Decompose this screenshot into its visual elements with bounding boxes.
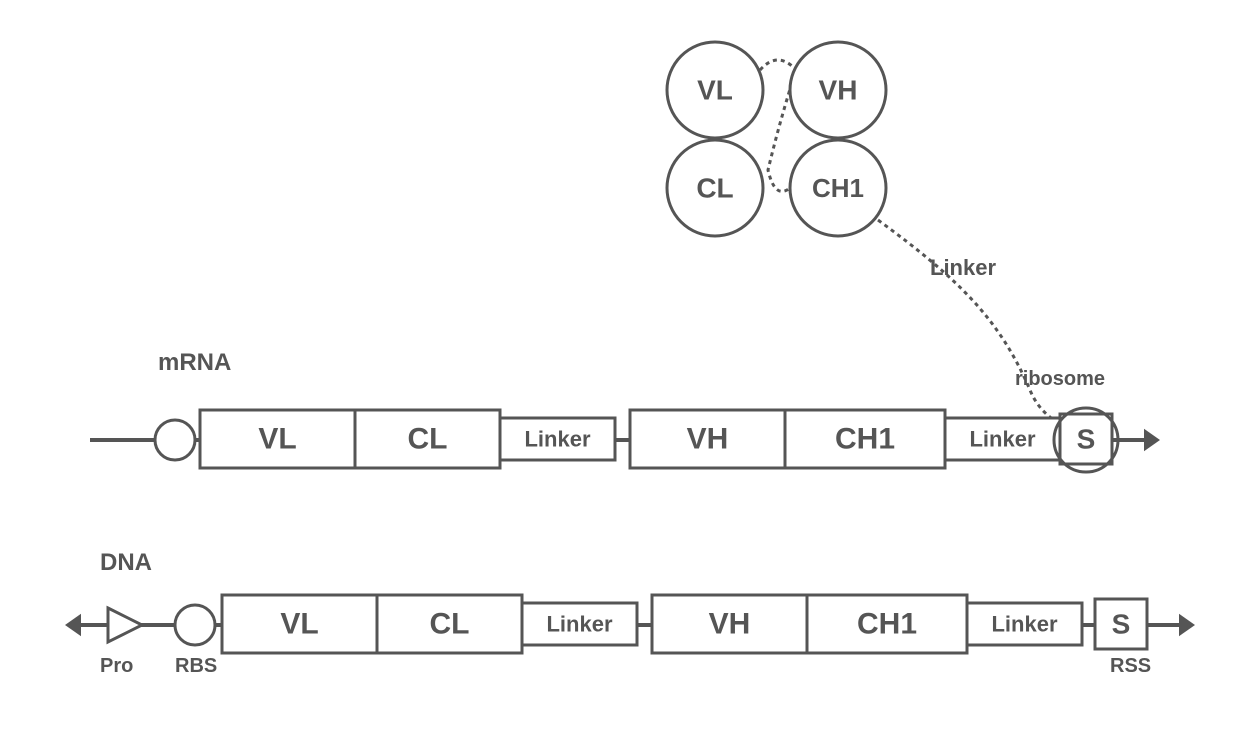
dna-box-s: S xyxy=(1095,599,1147,649)
complex-label-vl: VL xyxy=(697,75,733,106)
complex-label-vh: VH xyxy=(819,75,858,106)
complex-label-cl: CL xyxy=(696,173,733,204)
complex-circle-ch1: CH1 xyxy=(790,140,886,236)
mrna-box-label-linker1: Linker xyxy=(524,427,590,452)
mrna-box-vl: VL xyxy=(200,410,355,468)
dna-rbs-label: RBS xyxy=(175,655,217,677)
mrna-box-label-s: S xyxy=(1077,424,1096,455)
dna-box-label-linker2: Linker xyxy=(991,612,1057,637)
mrna-box-label-vl: VL xyxy=(258,423,296,456)
complex-linker-to-ribosome xyxy=(878,220,1075,430)
dna-box-linker1: Linker xyxy=(522,603,637,645)
complex-linker-label: Linker xyxy=(930,255,996,280)
dna-box-label-ch1: CH1 xyxy=(857,608,917,641)
mrna-row: mRNA VL CL Linker VH CH1 Linker Sribosome xyxy=(90,349,1160,472)
dna-box-label-vh: VH xyxy=(709,608,751,641)
mrna-box-label-linker2: Linker xyxy=(969,427,1035,452)
dna-box-ch1: CH1 xyxy=(807,595,967,653)
dna-box-label-vl: VL xyxy=(280,608,318,641)
mrna-box-linker2: Linker xyxy=(945,418,1060,460)
complex-circle-cl: CL xyxy=(667,140,763,236)
mrna-box-linker1: Linker xyxy=(500,418,615,460)
protein-complex: VL VH CL CH1 Linker xyxy=(667,42,1075,430)
complex-circle-vh: VH xyxy=(790,42,886,138)
dna-rss-label: RSS xyxy=(1110,655,1151,677)
ribosome-label: ribosome xyxy=(1015,368,1105,390)
dna-row: DNA VL CL Linker VH CH1 Linker S Pro RBS RSS xyxy=(65,549,1195,677)
complex-circle-vl: VL xyxy=(667,42,763,138)
dna-promoter-triangle xyxy=(108,608,142,642)
mrna-box-label-vh: VH xyxy=(687,423,729,456)
mrna-box-label-cl: CL xyxy=(408,423,448,456)
dna-rbs-circle xyxy=(175,605,215,645)
complex-label-ch1: CH1 xyxy=(812,173,864,203)
dna-box-linker2: Linker xyxy=(967,603,1082,645)
mrna-box-vh: VH xyxy=(630,410,785,468)
mrna-box-cl: CL xyxy=(355,410,500,468)
dna-label: DNA xyxy=(100,549,152,576)
dna-box-cl: CL xyxy=(377,595,522,653)
dna-box-vl: VL xyxy=(222,595,377,653)
mrna-box-ch1: CH1 xyxy=(785,410,945,468)
mrna-box-label-ch1: CH1 xyxy=(835,423,895,456)
dna-pro-label: Pro xyxy=(100,655,133,677)
dna-box-label-s: S xyxy=(1112,609,1131,640)
dna-box-label-linker1: Linker xyxy=(546,612,612,637)
mrna-rbs-circle xyxy=(155,420,195,460)
mrna-label: mRNA xyxy=(158,349,231,376)
dna-box-vh: VH xyxy=(652,595,807,653)
mrna-box-s: S xyxy=(1060,414,1112,464)
dna-box-label-cl: CL xyxy=(430,608,470,641)
